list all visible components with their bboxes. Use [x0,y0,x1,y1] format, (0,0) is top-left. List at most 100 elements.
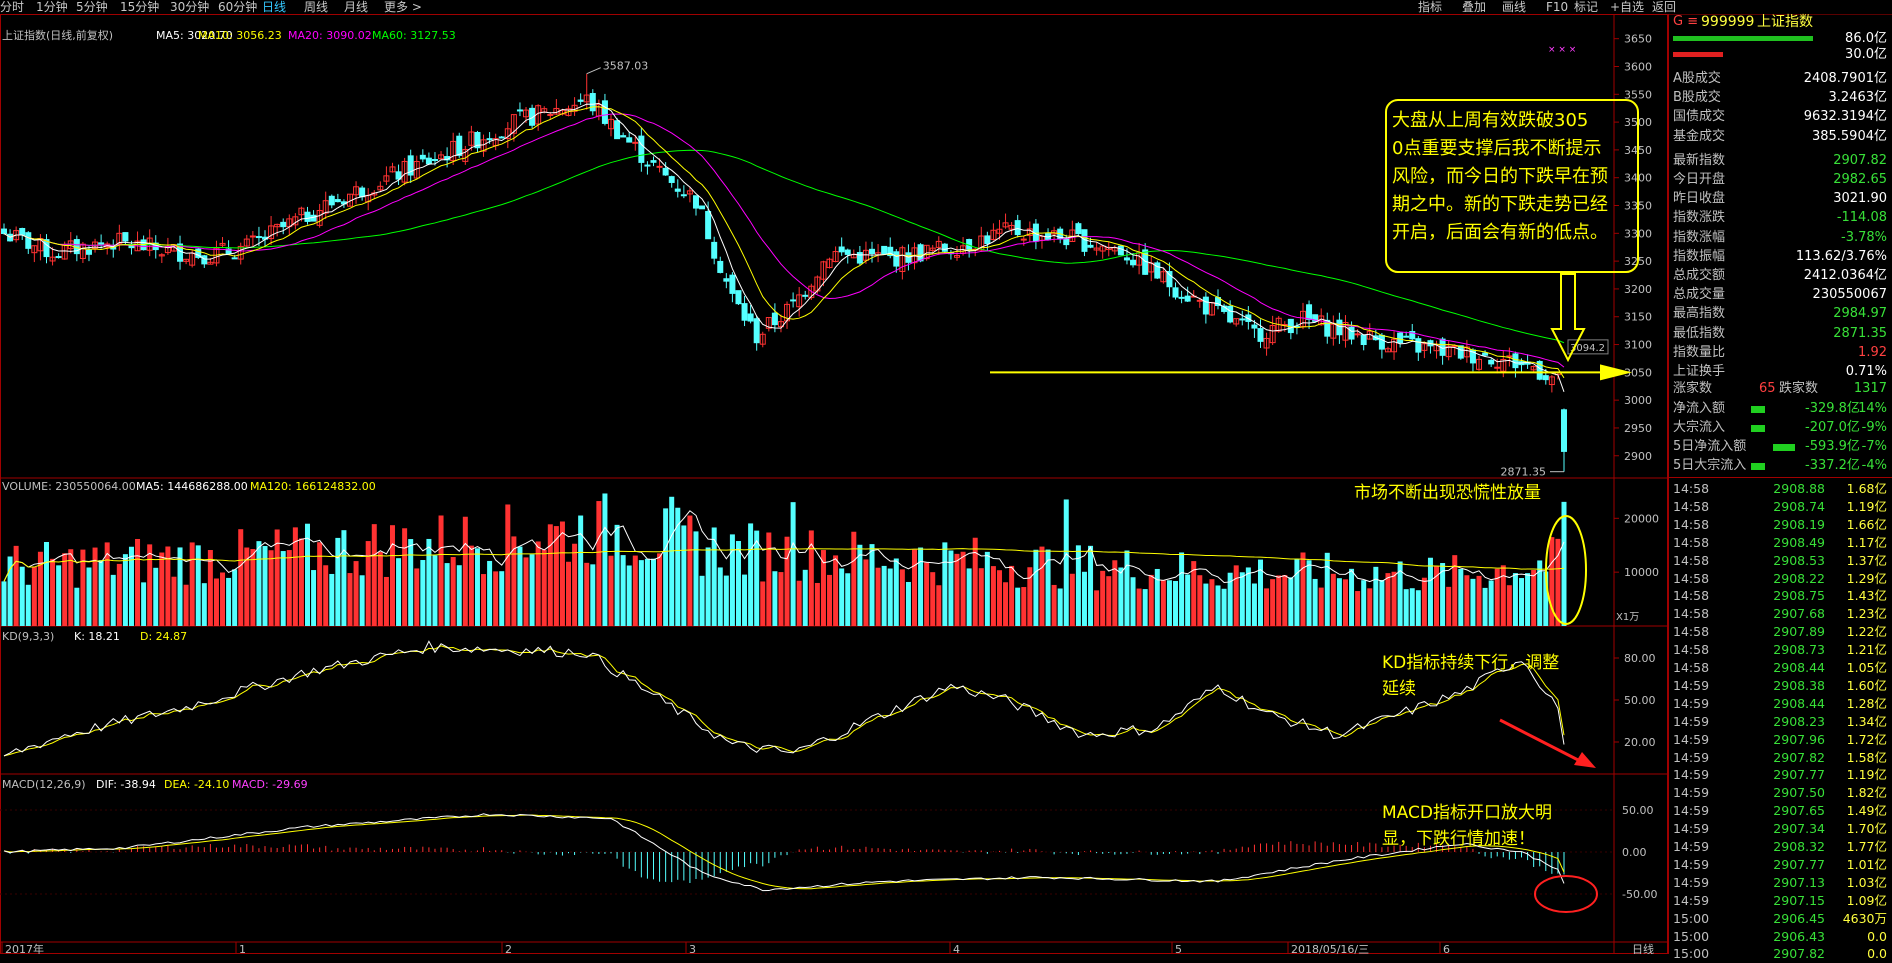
volume-bar-91 [553,526,559,626]
candle-body-3 [19,227,26,236]
period-tab-1[interactable]: 1分钟 [36,0,68,14]
candle-body-208 [1263,337,1270,349]
candle-body-122 [741,303,748,321]
candle-body-238 [1445,345,1452,358]
volume-bar-56 [341,530,347,626]
volume-bar-197 [1197,575,1203,626]
tick-price-15: 2907.82 [1773,749,1825,765]
period-tab-3[interactable]: 15分钟 [120,0,160,14]
kd-annotation-line-0: KD指标持续下行，调整 [1382,653,1559,673]
tick-row-16: 14:59 2907.77 1.19亿 [1673,766,1889,784]
tick-row-14: 14:59 2907.96 1.72亿 [1673,731,1889,749]
volume-bar-215 [1306,560,1312,626]
volume-bar-116 [705,547,711,626]
volume-bar-255 [1549,537,1555,626]
period-tab-2[interactable]: 5分钟 [76,0,108,14]
period-tab-9[interactable]: 更多 > [384,0,422,14]
main-y-tick-13: 3000 [1624,394,1652,407]
tick-time-24: 15:00 [1673,910,1710,926]
main-y-tick-0: 3650 [1624,33,1652,46]
tick-price-1: 2908.74 [1773,498,1825,514]
volume-bar-181 [1100,570,1106,626]
tick-volume-9: 1.21亿 [1846,642,1887,658]
stat-value-9: 113.62/3.76% [1795,248,1887,264]
macd-y-tick-0: 50.00 [1622,804,1654,817]
volume-bar-80 [487,560,493,626]
flow-label-1: 大宗流入 [1673,420,1726,435]
volume-bar-250 [1519,578,1525,626]
candle-body-0 [1,228,7,235]
tick-time-10: 14:58 [1673,660,1710,675]
volume-bar-216 [1312,578,1318,626]
tool-button-0[interactable]: 指标 [1418,0,1443,14]
stock-code: 999999 [1701,14,1755,30]
tick-row-2: 14:58 2908.19 1.66亿 [1673,516,1889,534]
period-tab-7[interactable]: 周线 [304,0,329,14]
volume-bar-88 [535,541,541,626]
macd-annotation-line-0: MACD指标开口放大明 [1382,803,1552,823]
tool-button-5[interactable]: +自选 [1610,0,1645,14]
volume-bar-30 [183,584,189,626]
period-tab-0[interactable]: 分时 [0,0,25,14]
volume-bar-147 [893,558,899,626]
vol-highlight-ellipse [1545,515,1587,625]
tick-volume-17: 1.82亿 [1846,785,1887,801]
period-tab-5[interactable]: 60分钟 [218,0,258,14]
volume-bar-242 [1470,578,1476,626]
tool-button-2[interactable]: 画线 [1502,0,1527,14]
candle-body-131 [796,294,803,308]
tick-volume-13: 1.34亿 [1846,713,1887,729]
tick-volume-16: 1.19亿 [1846,767,1887,783]
tick-time-19: 14:59 [1673,821,1710,837]
tool-button-3[interactable]: F10 [1546,0,1569,14]
tick-volume-24: 4630万 [1842,910,1887,926]
stat-label-2: 国债成交 [1673,109,1726,125]
volume-bar-257 [1561,501,1567,626]
candle-body-59 [359,187,366,198]
candle-body-107 [650,160,657,163]
tick-volume-0: 1.68亿 [1846,481,1887,496]
period-tab-6[interactable]: 日线 [262,0,287,14]
candle-body-127 [771,312,778,326]
period-tab-4[interactable]: 30分钟 [170,0,210,14]
tool-button-4[interactable]: 标记 [1574,0,1599,14]
candle-body-190 [1154,262,1161,279]
x-label-4: 4 [953,943,960,954]
candle-body-46 [280,221,287,228]
stat-label-5: 今日开盘 [1673,172,1726,187]
volume-bar-192 [1166,580,1172,626]
tool-button-1[interactable]: 叠加 [1462,0,1487,14]
stat-value-0: 2408.7901亿 [1803,71,1887,86]
candle-body-155 [941,243,948,252]
tick-volume-10: 1.05亿 [1846,660,1887,675]
volume-bar-209 [1270,579,1276,626]
tick-row-21: 14:59 2907.77 1.01亿 [1673,856,1889,874]
volume-bar-112 [681,525,687,626]
period-tab-8[interactable]: 月线 [344,0,369,14]
flow-pct-1: -9% [1861,420,1887,435]
stat-value-13: 2871.35 [1833,325,1887,341]
tool-button-6[interactable]: 返回 [1652,0,1677,14]
volume-bar-189 [1148,574,1154,626]
volume-bar-17 [104,542,110,626]
macd-dea-line [3,814,1565,890]
volume-bar-108 [657,553,663,626]
tick-volume-7: 1.23亿 [1846,606,1887,622]
candle-body-103 [626,137,633,143]
volume-bar-78 [474,548,480,626]
stat-row-0: A股成交 2408.7901亿 [1673,70,1889,88]
volume-bar-191 [1160,580,1166,626]
volume-bar-48 [292,527,298,626]
volume-bar-211 [1282,575,1288,626]
candle-body-185 [1123,257,1130,261]
stat-value-15: 0.71% [1845,364,1887,379]
candle-body-223 [1354,333,1361,336]
volume-bar-161 [978,568,984,626]
volume-bar-173 [1051,584,1057,626]
tick-time-18: 14:59 [1673,803,1710,819]
candle-body-90 [547,113,554,116]
volume-bar-54 [329,573,335,626]
candle-body-130 [790,299,797,302]
volume-bar-210 [1276,575,1282,626]
volume-bar-76 [462,516,468,626]
